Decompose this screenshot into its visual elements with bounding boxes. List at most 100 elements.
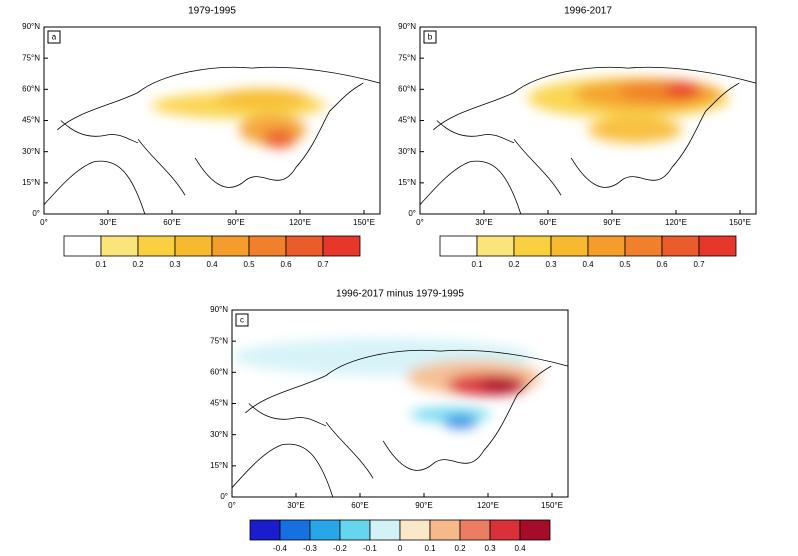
colorbar-box [369,519,401,541]
x-tick-label: 150°E [541,501,563,510]
colorbar-box [550,235,589,257]
colorbar-box [587,235,626,257]
y-tick-label: 75°N [398,53,416,62]
colorbar-box [489,519,521,541]
colorbar-label: 0.3 [169,260,181,269]
colorbar-label: 0 [398,544,403,553]
panel-title: 1979-1995 [188,6,236,17]
panel-title: 1996-2017 [564,6,612,17]
x-tick-label: 150°E [353,218,375,227]
field-blob [262,129,296,149]
colorbar-label: 0.4 [514,544,526,553]
colorbar-box [137,235,176,257]
panel-letter: c [240,316,244,325]
y-tick-label: 0° [32,209,40,218]
field-blob [665,83,699,99]
colorbar-label: -0.1 [363,544,377,553]
colorbar-label: 0.6 [656,260,668,269]
field [527,77,730,143]
y-tick-label: 45°N [22,116,40,125]
panel-letter-box [47,30,61,44]
map: b [419,26,757,215]
colorbar-label: 0.1 [424,544,436,553]
colorbar-label: 0.1 [95,260,107,269]
colorbar-box [279,519,311,541]
field-blob [443,416,478,428]
colorbar-box [248,235,287,257]
colorbar-label: 0.4 [206,260,218,269]
y-tick-label: 30°N [210,430,228,439]
panel-letter: b [428,33,433,42]
field-blob [215,88,310,108]
colorbar-box [63,235,102,257]
colorbar-label: -0.4 [273,544,287,553]
x-tick-label: 0° [416,218,424,227]
colorbar-label: 0.5 [619,260,631,269]
y-tick-label: 75°N [22,53,40,62]
colorbar-box [624,235,663,257]
y-tick-label: 60°N [210,367,228,376]
colorbar-label: -0.3 [303,544,317,553]
x-tick-label: 30°E [99,218,116,227]
y-tick-label: 90°N [398,22,416,31]
colorbar-box [459,519,491,541]
field [232,338,542,428]
map-background [232,310,568,497]
colorbar-box [174,235,213,257]
panel-letter: a [52,33,57,42]
coastline [231,349,569,498]
y-tick-label: 45°N [210,399,228,408]
field-blob [588,116,683,143]
x-tick-label: 120°E [477,501,499,510]
colorbar-label: 0.3 [484,544,496,553]
x-tick-label: 0° [40,218,48,227]
y-tick-label: 60°N [398,84,416,93]
colorbar-label: 0.2 [454,544,466,553]
colorbar-label: 0.7 [317,260,329,269]
colorbar-box [211,235,250,257]
colorbar-box [429,519,461,541]
x-tick-label: 150°E [729,218,751,227]
colorbar-label: 0.7 [693,260,705,269]
coastline [43,66,381,215]
colorbar-label: 0.1 [471,260,483,269]
colorbar-box [513,235,552,257]
x-tick-label: 60°E [163,218,180,227]
x-tick-label: 30°E [287,501,304,510]
y-tick-label: 15°N [22,178,40,187]
colorbar-box [322,235,361,257]
colorbar-label: 0.6 [280,260,292,269]
x-tick-label: 120°E [665,218,687,227]
map: c [231,309,569,498]
x-tick-label: 60°E [351,501,368,510]
x-tick-label: 0° [228,501,236,510]
colorbar-box [698,235,737,257]
colorbar-box [399,519,431,541]
colorbar-box [476,235,515,257]
colorbar-label: 0.2 [508,260,520,269]
colorbar-label: 0.3 [545,260,557,269]
colorbar-label: -0.2 [333,544,347,553]
y-tick-label: 0° [408,209,416,218]
field [151,88,327,149]
y-tick-label: 30°N [398,147,416,156]
x-tick-label: 120°E [289,218,311,227]
colorbar-label: 0.5 [243,260,255,269]
map-background [420,27,756,214]
colorbar-label: 0.4 [582,260,594,269]
colorbar-box [519,519,551,541]
map-background [44,27,380,214]
y-tick-label: 15°N [398,178,416,187]
y-tick-label: 90°N [210,305,228,314]
y-tick-label: 75°N [210,336,228,345]
y-tick-label: 30°N [22,147,40,156]
colorbar-box [661,235,700,257]
colorbar-box [100,235,139,257]
colorbar-box [439,235,478,257]
y-tick-label: 60°N [22,84,40,93]
field-blob [480,377,521,393]
coastline [419,66,757,215]
x-tick-label: 60°E [539,218,556,227]
x-tick-label: 90°E [227,218,244,227]
